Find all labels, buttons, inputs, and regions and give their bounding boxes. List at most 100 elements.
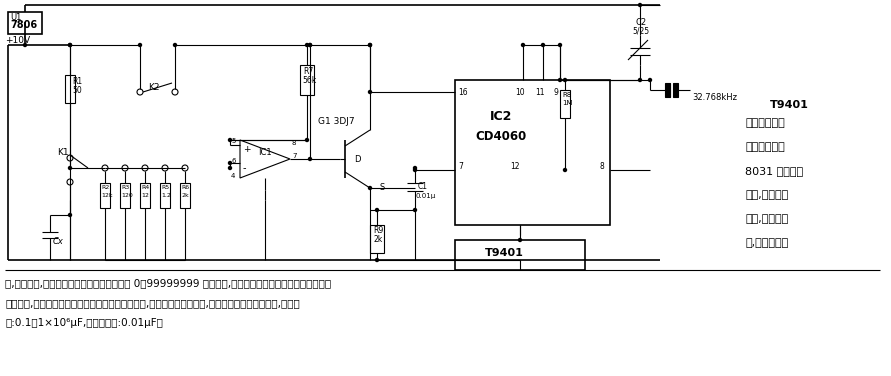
Text: 5/25: 5/25	[632, 26, 650, 35]
Bar	[665, 83, 670, 97]
Circle shape	[375, 209, 379, 211]
Text: R7: R7	[303, 67, 314, 76]
Bar	[8, 12, 42, 34]
Text: R2: R2	[101, 185, 110, 190]
Text: U1: U1	[10, 13, 21, 22]
Circle shape	[174, 44, 176, 47]
Circle shape	[369, 44, 372, 47]
Text: 12k: 12k	[101, 193, 112, 198]
Circle shape	[639, 79, 642, 82]
Text: 9: 9	[553, 88, 558, 97]
Text: -: -	[243, 163, 247, 173]
Text: C2: C2	[635, 18, 646, 27]
Text: S: S	[380, 183, 385, 192]
Text: 以单片计算机: 以单片计算机	[745, 142, 785, 152]
Text: 7: 7	[458, 162, 463, 171]
Text: R5: R5	[161, 185, 169, 190]
Text: R1: R1	[72, 77, 82, 86]
Bar	[455, 80, 610, 225]
Bar	[370, 225, 384, 253]
Text: Cx: Cx	[53, 237, 64, 246]
Text: 16: 16	[458, 88, 468, 97]
Text: T9401: T9401	[770, 100, 809, 110]
Bar	[300, 65, 314, 95]
Circle shape	[308, 44, 312, 47]
Text: 8: 8	[600, 162, 605, 171]
Circle shape	[413, 167, 416, 170]
Circle shape	[649, 79, 651, 82]
Circle shape	[228, 138, 232, 141]
Text: 产品,具有结构: 产品,具有结构	[745, 190, 789, 200]
Bar	[100, 183, 110, 208]
Bar	[160, 183, 170, 208]
Circle shape	[559, 44, 561, 47]
Text: 2k: 2k	[373, 235, 382, 244]
Text: 11: 11	[535, 88, 544, 97]
Circle shape	[138, 44, 142, 47]
Text: 12: 12	[510, 162, 519, 171]
Circle shape	[69, 214, 71, 217]
Text: 10: 10	[515, 88, 525, 97]
Circle shape	[228, 167, 232, 170]
Text: 32.768kHz: 32.768kHz	[692, 93, 737, 102]
Text: 5: 5	[231, 138, 235, 144]
Text: 围:0.1～1×10⁶μF,最小分辨率:0.01μF。: 围:0.1～1×10⁶μF,最小分辨率:0.01μF。	[5, 318, 163, 328]
Text: 2k: 2k	[181, 193, 189, 198]
Circle shape	[639, 3, 642, 6]
Text: 高,质量稳定可: 高,质量稳定可	[745, 238, 789, 248]
Text: CD4060: CD4060	[475, 130, 527, 143]
Text: 1M: 1M	[562, 100, 573, 106]
Text: 12: 12	[141, 193, 149, 198]
Text: 6: 6	[231, 158, 235, 164]
Text: 7806: 7806	[10, 20, 37, 30]
Text: 靠,携带方便,价格低廉等特点。该仪器有一个 0～99999999 的计数档,该档能对固定的周期和不定周期信号: 靠,携带方便,价格低廉等特点。该仪器有一个 0～99999999 的计数档,该档…	[5, 278, 331, 288]
Circle shape	[519, 238, 521, 241]
Circle shape	[542, 44, 544, 47]
Text: R9: R9	[373, 226, 383, 235]
Circle shape	[375, 259, 379, 261]
Text: T9401: T9401	[485, 248, 524, 258]
Circle shape	[308, 44, 312, 47]
Text: 简单,测量精度: 简单,测量精度	[745, 214, 789, 224]
Text: R8: R8	[562, 92, 571, 98]
Text: 120: 120	[121, 193, 133, 198]
Text: R4: R4	[141, 185, 150, 190]
Bar	[120, 183, 130, 208]
Text: 7: 7	[292, 153, 297, 159]
Text: R6: R6	[181, 185, 189, 190]
Circle shape	[23, 44, 27, 47]
Circle shape	[413, 168, 416, 171]
Circle shape	[563, 168, 567, 171]
Circle shape	[521, 44, 525, 47]
Circle shape	[228, 162, 232, 165]
Text: 56k: 56k	[302, 76, 316, 85]
Text: 50: 50	[72, 86, 82, 95]
Text: 4: 4	[231, 173, 235, 179]
Bar	[140, 183, 150, 208]
Circle shape	[413, 209, 416, 211]
Text: K1: K1	[57, 148, 69, 157]
Bar	[673, 83, 678, 97]
Text: 8031 为核心的: 8031 为核心的	[745, 166, 803, 176]
Text: 0.01μ: 0.01μ	[415, 193, 435, 199]
Circle shape	[559, 79, 561, 82]
Circle shape	[563, 79, 567, 82]
Circle shape	[69, 44, 71, 47]
Bar	[180, 183, 190, 208]
Text: 1.2: 1.2	[161, 193, 171, 198]
Text: K2: K2	[148, 83, 159, 92]
Bar	[455, 240, 585, 270]
Circle shape	[369, 186, 372, 190]
Text: 进行计量,具有数据保持和清零功能。电容测试电路,就是与此档配合使用,可以测量各种电解电容器,测量范: 进行计量,具有数据保持和清零功能。电容测试电路,就是与此档配合使用,可以测量各种…	[5, 298, 299, 308]
Text: 智能频率计是: 智能频率计是	[745, 118, 785, 128]
Text: R3: R3	[121, 185, 129, 190]
Circle shape	[369, 44, 372, 47]
Bar	[65, 75, 75, 103]
Text: C1: C1	[418, 182, 428, 191]
Circle shape	[369, 91, 372, 94]
Text: G1 3DJ7: G1 3DJ7	[318, 117, 355, 126]
Circle shape	[308, 158, 312, 161]
Text: IC2: IC2	[490, 110, 512, 123]
Text: IC1: IC1	[258, 148, 272, 157]
Circle shape	[306, 138, 308, 141]
